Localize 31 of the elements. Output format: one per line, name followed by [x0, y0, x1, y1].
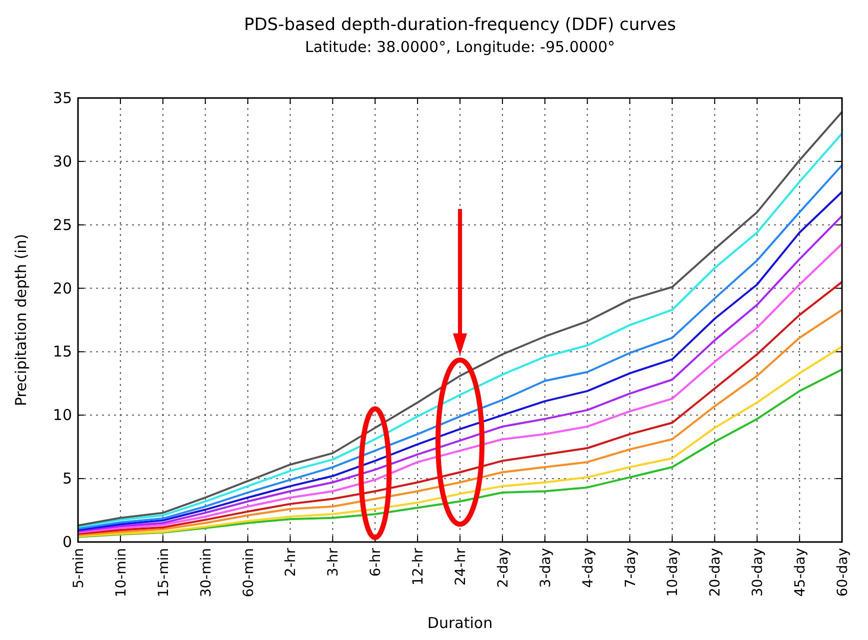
- x-tick-label: 60-min: [240, 548, 257, 598]
- y-tick-label: 35: [52, 89, 72, 107]
- x-tick-label: 12-hr: [410, 548, 427, 586]
- x-tick-label: 10-day: [665, 548, 682, 597]
- x-axis-title: Duration: [427, 614, 493, 632]
- x-tick-label: 4-day: [580, 548, 596, 588]
- y-tick-label: 30: [52, 152, 72, 170]
- y-tick-label: 5: [62, 470, 72, 488]
- chart-subtitle: Latitude: 38.0000°, Longitude: -95.0000°: [305, 38, 615, 56]
- x-tick-label: 2-hr: [283, 548, 300, 577]
- y-tick-label: 10: [52, 406, 72, 424]
- y-tick-label: 0: [62, 533, 72, 551]
- x-tick-label: 60-day: [835, 548, 851, 597]
- x-tick-label: 24-hr: [453, 548, 469, 586]
- x-tick-label: 10-min: [113, 548, 130, 598]
- x-tick-label: 3-day: [538, 548, 554, 588]
- x-tick-label: 3-hr: [326, 548, 342, 577]
- chart-title: PDS-based depth-duration-frequency (DDF) curves: [244, 15, 676, 35]
- x-tick-label: 5-min: [71, 548, 87, 588]
- y-tick-label: 25: [52, 216, 72, 234]
- x-tick-label: 6-hr: [368, 548, 384, 577]
- x-tick-label: 7-day: [622, 548, 639, 588]
- x-tick-label: 30-day: [750, 548, 766, 597]
- y-axis-title: Precipitation depth (in): [12, 234, 30, 406]
- x-tick-label: 2-day: [495, 548, 512, 588]
- y-tick-label: 15: [52, 342, 72, 361]
- x-tick-label: 45-day: [792, 548, 809, 597]
- x-tick-label: 20-day: [708, 548, 724, 597]
- x-tick-label: 15-min: [156, 548, 172, 598]
- y-tick-label: 20: [52, 279, 72, 298]
- x-tick-label: 30-min: [198, 548, 214, 598]
